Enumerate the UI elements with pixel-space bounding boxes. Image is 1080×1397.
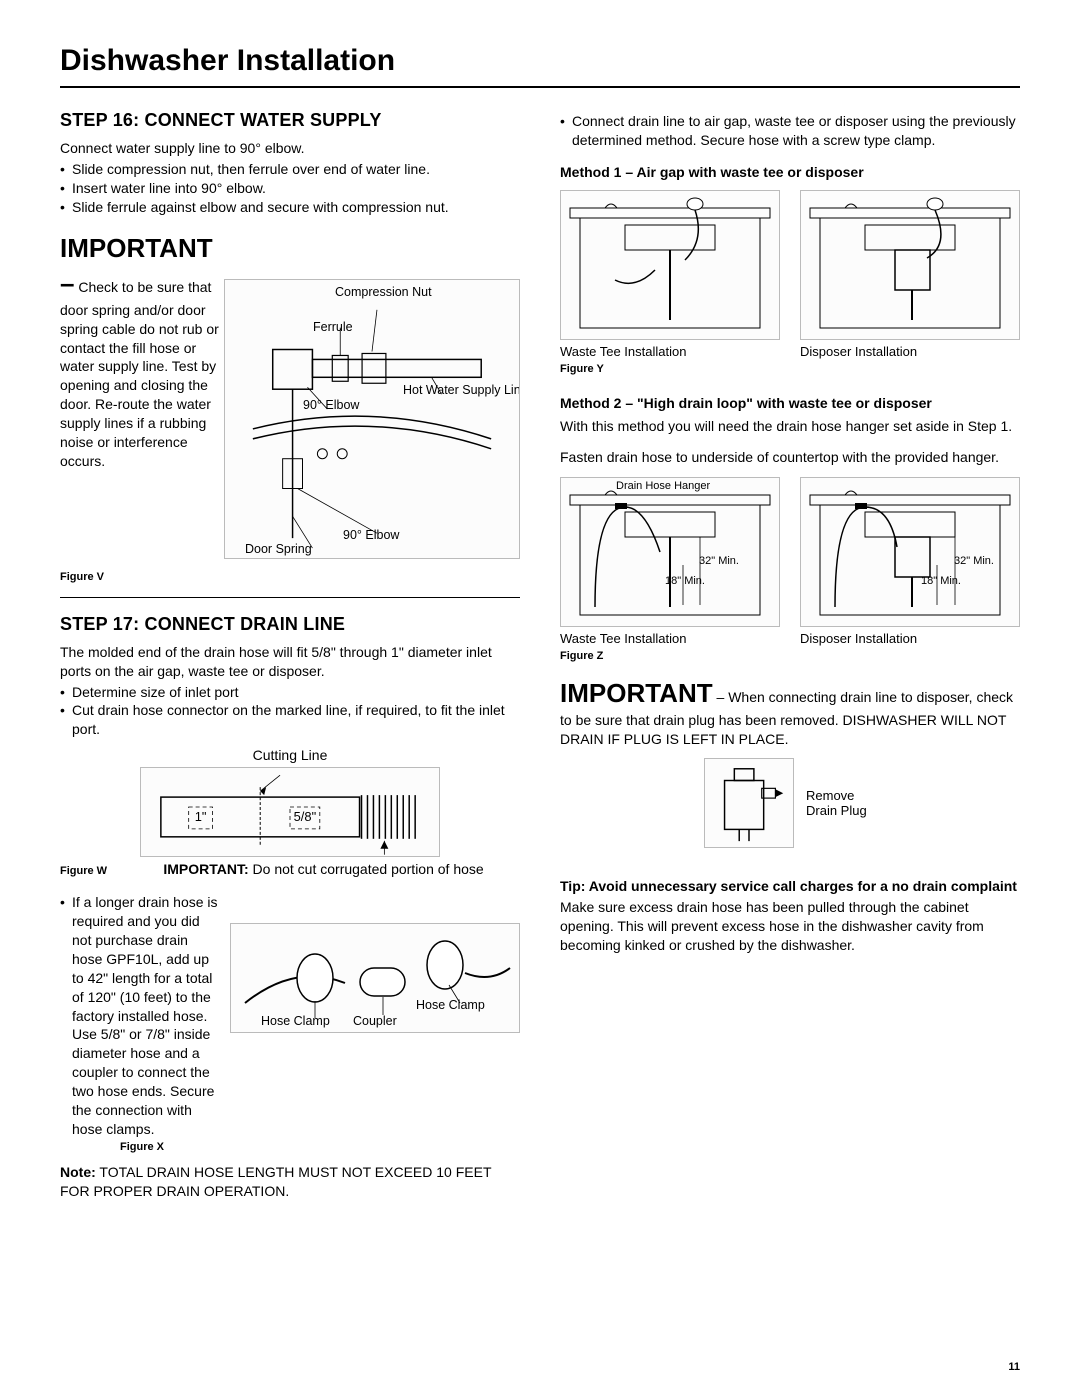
step16-important: IMPORTANT – Check to be sure that door s… <box>60 231 220 471</box>
svg-text:5/8": 5/8" <box>294 809 317 824</box>
divider <box>60 597 520 598</box>
m2-right-svg <box>801 477 1019 627</box>
m2-left-svg <box>561 477 779 627</box>
figure-v-caption: Figure V <box>60 571 220 583</box>
label-18-r: 18" Min. <box>921 576 961 587</box>
method2-fig-left: Drain Hose Hanger 32" Min. 18" Min. <box>560 477 780 627</box>
disposer-svg <box>705 758 793 848</box>
page-title: Dishwasher Installation <box>60 44 1020 88</box>
svg-text:1": 1" <box>195 809 207 824</box>
remove-plug-label: Remove Drain Plug <box>806 788 876 819</box>
important-word-r: IMPORTANT <box>560 678 713 708</box>
bullet: Slide compression nut, then ferrule over… <box>60 160 520 179</box>
method2-line2: Fasten drain hose to underside of counte… <box>560 448 1020 467</box>
right-column: Connect drain line to air gap, waste tee… <box>560 110 1020 1201</box>
label-compression-nut: Compression Nut <box>335 286 432 300</box>
step16-intro: Connect water supply line to 90° elbow. <box>60 139 520 158</box>
two-column-layout: STEP 16: CONNECT WATER SUPPLY Connect wa… <box>60 110 1020 1201</box>
method1-title: Method 1 – Air gap with waste tee or dis… <box>560 164 1020 180</box>
step16-title: STEP 16: CONNECT WATER SUPPLY <box>60 110 520 131</box>
bullet: Connect drain line to air gap, waste tee… <box>560 112 1020 150</box>
long-hose-text: If a longer drain hose is required and y… <box>72 893 222 1139</box>
method1-fig-right <box>800 190 1020 340</box>
label-hose-clamp-l: Hose Clamp <box>261 1013 330 1030</box>
warn-bold: IMPORTANT: <box>163 861 248 877</box>
m1-left-svg <box>561 190 779 340</box>
tip-body: Make sure excess drain hose has been pul… <box>560 898 1020 955</box>
right-top-bullet: Connect drain line to air gap, waste tee… <box>560 112 1020 150</box>
tip-title: Tip: Avoid unnecessary service call char… <box>560 878 1020 894</box>
step17-intro: The molded end of the drain hose will fi… <box>60 643 520 681</box>
label-ferrule: Ferrule <box>313 320 353 334</box>
figure-w: 1" 5/8" <box>140 767 440 857</box>
method2-figures: Drain Hose Hanger 32" Min. 18" Min. Wast… <box>560 477 1020 646</box>
note-bold: Note: <box>60 1164 96 1180</box>
step17-note: Note: TOTAL DRAIN HOSE LENGTH MUST NOT E… <box>60 1163 520 1201</box>
method2-line1: With this method you will need the drain… <box>560 417 1020 436</box>
label-elbow-top: 90° Elbow <box>303 398 359 412</box>
step17-title: STEP 17: CONNECT DRAIN LINE <box>60 614 520 635</box>
m2-right-cap: Disposer Installation <box>800 631 1020 646</box>
label-hot-water: Hot Water Supply Line <box>403 384 520 398</box>
label-coupler: Coupler <box>353 1013 397 1030</box>
step16-bullets: Slide compression nut, then ferrule over… <box>60 160 520 217</box>
important-text: Check to be sure that door spring and/or… <box>60 279 219 469</box>
label-door-spring: Door Spring <box>245 542 312 556</box>
bullet: Determine size of inlet port <box>60 683 520 702</box>
label-32: 32" Min. <box>699 556 739 567</box>
note-rest: TOTAL DRAIN HOSE LENGTH MUST NOT EXCEED … <box>60 1164 491 1199</box>
m1-right-cap: Disposer Installation <box>800 344 1020 359</box>
figure-w-warning: IMPORTANT: Do not cut corrugated portion… <box>127 861 520 877</box>
label-18: 18" Min. <box>665 576 705 587</box>
method2-title: Method 2 – "High drain loop" with waste … <box>560 395 1020 411</box>
label-hose-clamp-r: Hose Clamp <box>416 997 485 1014</box>
bullet: Cut drain hose connector on the marked l… <box>60 701 520 739</box>
figure-x: Hose Clamp Coupler Hose Clamp <box>230 923 520 1033</box>
bullet: If a longer drain hose is required and y… <box>60 893 520 1139</box>
warn-rest: Do not cut corrugated portion of hose <box>249 861 484 877</box>
figure-w-svg: 1" 5/8" <box>141 767 439 857</box>
method2-fig-right: 32" Min. 18" Min. <box>800 477 1020 627</box>
cutting-line-label: Cutting Line <box>60 747 520 763</box>
figure-x-caption: Figure X <box>120 1141 520 1153</box>
method1-figures: Waste Tee Installation Disposer In <box>560 190 1020 359</box>
figure-v-svg <box>225 280 519 558</box>
m1-right-svg <box>801 190 1019 340</box>
figure-v: Compression Nut Ferrule Hot Water Supply… <box>224 279 520 559</box>
left-column: STEP 16: CONNECT WATER SUPPLY Connect wa… <box>60 110 520 1201</box>
m2-left-cap: Waste Tee Installation <box>560 631 780 646</box>
bullet: Slide ferrule against elbow and secure w… <box>60 198 520 217</box>
bullet: Insert water line into 90° elbow. <box>60 179 520 198</box>
page-number: 11 <box>1008 1361 1020 1373</box>
important-dash: – <box>713 689 729 705</box>
figure-z-caption: Figure Z <box>560 650 1020 662</box>
disposer-plug-figure: Remove Drain Plug <box>560 758 1020 848</box>
step17-bullets1: Determine size of inlet port Cut drain h… <box>60 683 520 740</box>
label-elbow-bottom: 90° Elbow <box>343 528 399 542</box>
figure-w-caption: Figure W <box>60 865 107 877</box>
label-32-r: 32" Min. <box>954 556 994 567</box>
step17-bullets2: If a longer drain hose is required and y… <box>60 893 520 1139</box>
right-important: IMPORTANT – When connecting drain line t… <box>560 676 1020 749</box>
figure-y-caption: Figure Y <box>560 363 1020 375</box>
m1-left-cap: Waste Tee Installation <box>560 344 780 359</box>
method1-fig-left <box>560 190 780 340</box>
label-hanger: Drain Hose Hanger <box>616 480 710 492</box>
